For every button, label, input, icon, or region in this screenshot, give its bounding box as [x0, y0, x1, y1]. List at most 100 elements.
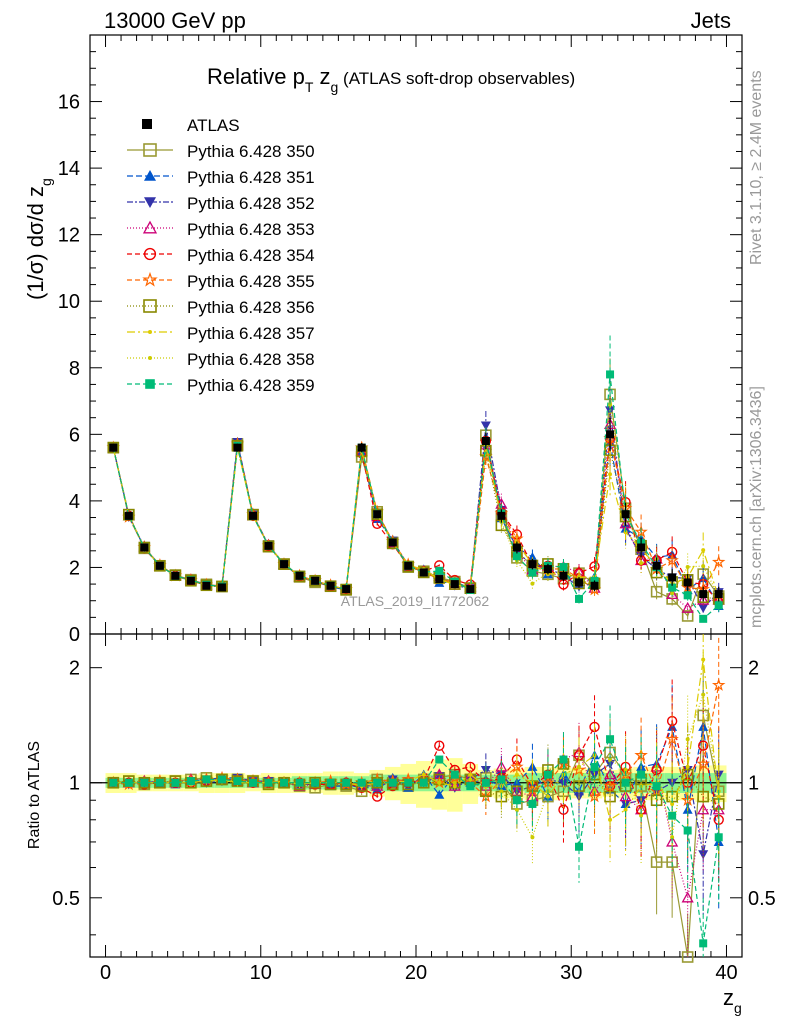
- data-point: [295, 571, 304, 580]
- data-point: [373, 510, 382, 519]
- series-ratio-line: [113, 715, 720, 958]
- series-ratio-marker: [510, 759, 524, 773]
- series-ratio-marker: [371, 791, 383, 802]
- data-point: [512, 543, 521, 552]
- series-ratio-marker: [388, 778, 397, 787]
- data-point: [466, 585, 475, 594]
- series-ratio-marker: [543, 770, 552, 779]
- data-point: [450, 580, 459, 589]
- series-main-marker: [278, 558, 290, 570]
- x-tick-label: 40: [715, 962, 737, 984]
- series-ratio-marker: [697, 790, 709, 803]
- x-tick-label: 20: [405, 962, 427, 984]
- legend-label: Pythia 6.428 353: [187, 220, 315, 239]
- x-tick-label: 30: [560, 962, 582, 984]
- series-main-marker: [138, 541, 151, 554]
- series-ratio-3: [107, 722, 725, 957]
- analysis-watermark: ATLAS_2019_I1772062: [341, 593, 490, 609]
- series-main-line: [112, 438, 720, 603]
- legend-label: Pythia 6.428 355: [187, 272, 315, 291]
- mcplots-label: mcplots.cern.ch [arXiv:1306.3436]: [748, 386, 765, 628]
- legend-marker: [143, 299, 157, 313]
- data-point: [311, 576, 320, 585]
- y-tick-label: 8: [69, 358, 80, 380]
- series-ratio-2: [108, 726, 724, 918]
- ratio-tick-label-right: 0.5: [748, 888, 776, 910]
- data-point: [699, 590, 708, 599]
- series-layer: [106, 335, 726, 963]
- data-point: [606, 430, 615, 439]
- ratio-tick-label: 1: [69, 773, 80, 795]
- series-ratio-marker: [434, 740, 445, 751]
- series-ratio-line: [113, 685, 720, 803]
- series-ratio-marker: [186, 777, 195, 786]
- data-point: [388, 538, 397, 547]
- data-point: [652, 561, 661, 570]
- series-main-marker: [650, 585, 663, 598]
- series-ratio-marker: [701, 657, 706, 662]
- series-main-marker: [309, 574, 321, 587]
- x-tick-label: 0: [100, 962, 111, 984]
- rivet-version-label: Rivet 3.1.10, ≥ 2.4M events: [748, 70, 765, 265]
- data-point: [186, 576, 195, 585]
- series-main-marker: [528, 568, 537, 577]
- legend-marker: [145, 379, 155, 389]
- data-point: [590, 581, 599, 590]
- series-ratio-marker: [124, 778, 133, 787]
- series-main-line: [112, 445, 719, 600]
- series-ratio-marker: [512, 796, 521, 805]
- series-ratio-marker: [697, 803, 710, 815]
- data-point: [155, 561, 164, 570]
- y-tick-label: 16: [58, 92, 80, 114]
- series-main-marker: [107, 441, 120, 454]
- series-ratio-line: [113, 659, 720, 821]
- data-point: [419, 568, 428, 577]
- legend-label-atlas: ATLAS: [187, 116, 240, 135]
- data-point: [280, 560, 289, 569]
- series-ratio-marker: [681, 891, 694, 903]
- series-main-marker: [681, 610, 694, 622]
- series-ratio-marker: [448, 779, 461, 791]
- series-ratio-marker: [558, 804, 569, 815]
- series-main-marker: [169, 569, 182, 581]
- legend-marker: [142, 220, 158, 234]
- legend-marker: [142, 271, 158, 287]
- data-point: [528, 560, 537, 569]
- series-ratio-marker: [685, 737, 690, 742]
- series-main-3: [107, 392, 725, 614]
- series-main-marker: [714, 601, 723, 610]
- series-ratio-marker: [155, 778, 164, 787]
- series-main-line: [112, 404, 720, 597]
- series-ratio-line: [113, 718, 720, 820]
- data-point: [109, 443, 118, 452]
- series-main-marker: [262, 540, 275, 553]
- ratio-tick-label: 0.5: [52, 888, 80, 910]
- series-ratio-marker: [711, 678, 726, 691]
- data-point: [683, 578, 692, 587]
- data-point: [543, 565, 552, 574]
- ratio-tick-label-right: 2: [748, 658, 759, 680]
- data-point: [249, 511, 257, 520]
- series-ratio-marker: [639, 813, 644, 818]
- data-point: [264, 541, 273, 550]
- series-ratio-5: [106, 637, 726, 860]
- series-ratio-marker: [696, 756, 710, 770]
- data-point: [342, 585, 351, 594]
- legend-label: Pythia 6.428 356: [187, 298, 315, 317]
- series-main-marker: [293, 570, 306, 583]
- data-point: [140, 543, 149, 552]
- series-ratio-7: [111, 634, 721, 864]
- series-main-marker: [154, 559, 166, 572]
- series-ratio-marker: [528, 799, 537, 808]
- data-point: [233, 443, 242, 452]
- data-point: [497, 511, 506, 520]
- data-point: [171, 571, 180, 580]
- series-main-marker: [665, 553, 679, 567]
- series-ratio-marker: [421, 772, 426, 777]
- legend-marker: [148, 356, 152, 360]
- legend-marker: [143, 143, 157, 157]
- legend-label: Pythia 6.428 358: [187, 350, 315, 369]
- ratio-y-axis-label: Ratio to ATLAS: [26, 741, 43, 849]
